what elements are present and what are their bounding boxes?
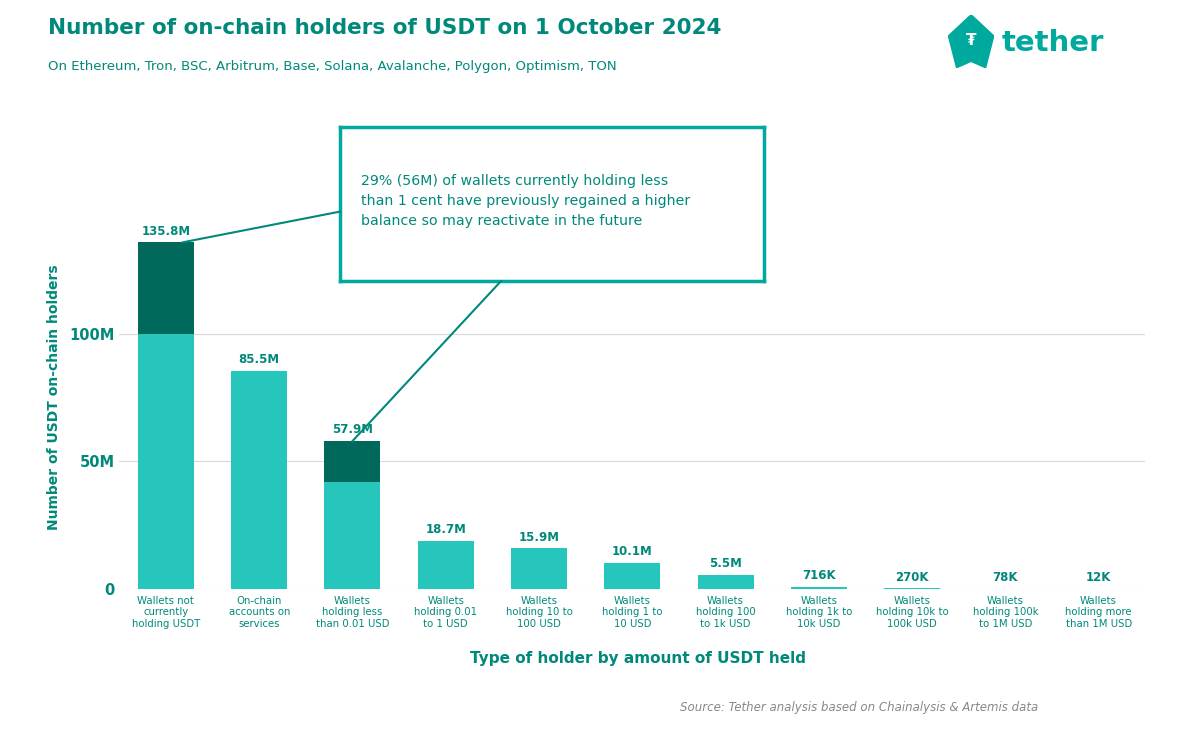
Text: On Ethereum, Tron, BSC, Arbitrum, Base, Solana, Avalanche, Polygon, Optimism, TO: On Ethereum, Tron, BSC, Arbitrum, Base, …	[48, 60, 617, 74]
Text: Source: Tether analysis based on Chainalysis & Artemis data: Source: Tether analysis based on Chainal…	[680, 701, 1038, 714]
Text: 10.1M: 10.1M	[612, 545, 653, 559]
Bar	[605, 563, 660, 589]
Polygon shape	[948, 15, 994, 68]
Text: 270K: 270K	[896, 570, 929, 584]
Bar	[511, 548, 567, 589]
Bar	[324, 441, 381, 481]
Bar	[698, 575, 754, 589]
Text: 85.5M: 85.5M	[239, 353, 280, 366]
Text: 78K: 78K	[993, 571, 1018, 584]
Text: 135.8M: 135.8M	[142, 224, 191, 238]
Text: ₮: ₮	[966, 32, 976, 48]
Text: 5.5M: 5.5M	[709, 557, 742, 570]
Text: 12K: 12K	[1086, 571, 1112, 584]
Bar	[418, 541, 474, 589]
Bar	[231, 371, 288, 589]
Bar	[138, 333, 194, 589]
Text: 18.7M: 18.7M	[426, 523, 466, 537]
Text: Number of on-chain holders of USDT on 1 October 2024: Number of on-chain holders of USDT on 1 …	[48, 18, 721, 38]
Text: 716K: 716K	[802, 570, 835, 582]
Text: 15.9M: 15.9M	[519, 531, 560, 544]
Bar	[138, 242, 194, 333]
Text: tether: tether	[1002, 29, 1105, 57]
Text: 29% (56M) of wallets currently holding less
than 1 cent have previously regained: 29% (56M) of wallets currently holding l…	[361, 174, 691, 228]
Bar	[791, 587, 847, 589]
Bar	[324, 481, 381, 589]
Y-axis label: Number of USDT on-chain holders: Number of USDT on-chain holders	[47, 265, 61, 530]
Text: Type of holder by amount of USDT held: Type of holder by amount of USDT held	[470, 651, 806, 666]
Text: 57.9M: 57.9M	[332, 423, 373, 436]
